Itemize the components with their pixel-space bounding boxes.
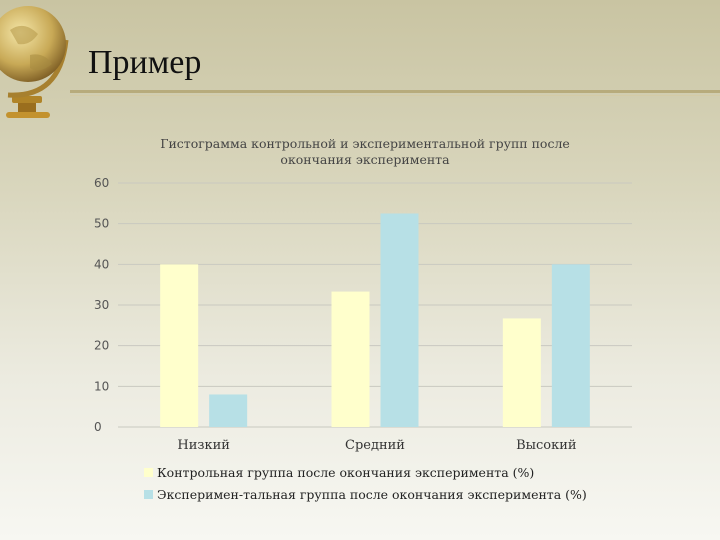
x-tick-label: Средний: [345, 438, 405, 453]
y-tick-label: 40: [94, 257, 109, 271]
legend-label-control: Контрольная группа после окончания экспе…: [157, 464, 535, 480]
y-tick-label: 0: [94, 420, 102, 434]
x-tick-label: Высокий: [516, 438, 576, 453]
bar-control: [331, 291, 370, 427]
y-tick-label: 10: [94, 379, 109, 393]
y-tick-label: 30: [94, 298, 109, 312]
chart-title: Гистограмма контрольной и эксперименталь…: [160, 136, 570, 167]
chart-legend: Контрольная группа после окончания экспе…: [144, 461, 587, 505]
legend-swatch-control: [144, 467, 153, 477]
x-tick-label: Низкий: [177, 438, 230, 453]
bar-experimental: [209, 394, 248, 427]
slide-title: Пример: [88, 44, 202, 81]
y-tick-label: 20: [94, 339, 109, 353]
legend-swatch-experimental: [144, 489, 153, 499]
bar-experimental: [551, 264, 590, 427]
bar-control: [160, 264, 199, 427]
bar-experimental: [380, 213, 419, 427]
title-divider-thin: [70, 95, 720, 96]
legend-label-experimental: Эксперимен-тальная группа после окончани…: [157, 486, 587, 502]
y-tick-label: 60: [94, 176, 109, 190]
bar-chart: 0 10 20 30 40 50 60 Низкий Средний Высокий: [94, 176, 632, 453]
globe-icon: [0, 6, 69, 118]
y-tick-label: 50: [94, 217, 109, 231]
bar-control: [502, 318, 541, 427]
legend-item-control: Контрольная группа после окончания экспе…: [144, 461, 587, 483]
legend-item-experimental: Эксперимен-тальная группа после окончани…: [144, 483, 587, 505]
title-divider: [70, 90, 720, 93]
